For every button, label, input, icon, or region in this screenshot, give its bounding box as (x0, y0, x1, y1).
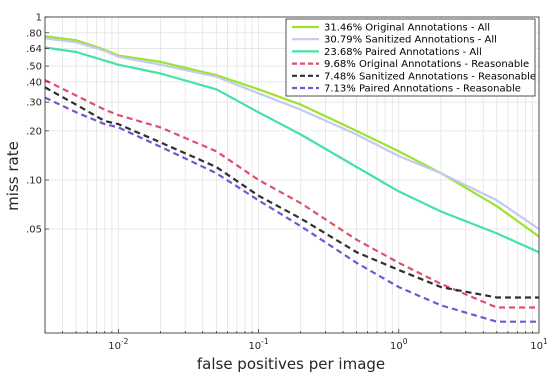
legend-entry: 7.13% Paired Annotations - Reasonable (324, 84, 521, 95)
legend-entry: 30.79% Sanitized Annotations - All (324, 35, 497, 46)
legend-entry: 7.48% Sanitized Annotations - Reasonable (324, 71, 536, 82)
y-tick-label: .64 (26, 44, 42, 55)
axis-ticks: .05 .10 .20 .30 .40 .50 .64 .80 1 10-2 10-1 100 101 (26, 13, 547, 353)
series-line-4 (44, 79, 539, 309)
x-tick-label: 10-2 (108, 337, 128, 352)
y-tick-label: .80 (26, 28, 42, 39)
x-tick-label: 101 (530, 337, 547, 352)
series-line-2 (44, 37, 540, 230)
x-axis-label: false positives per image (197, 355, 385, 373)
y-axis-label: miss rate (4, 141, 22, 211)
y-tick-label: .50 (26, 62, 42, 73)
x-tick-label: 100 (390, 337, 408, 352)
series-line-3 (44, 46, 540, 254)
plot-area-frame (44, 16, 540, 334)
legend-entry: 31.46% Original Annotations - All (324, 23, 490, 34)
legend-entry: 23.68% Paired Annotations - All (324, 47, 482, 58)
x-tick-label: 10-1 (248, 337, 268, 352)
y-tick-label: .05 (26, 224, 42, 235)
series-line-5 (44, 86, 539, 299)
series-line-6 (44, 96, 539, 323)
y-tick-label: .30 (26, 98, 42, 109)
legend: 31.46% Original Annotations - All30.79% … (285, 18, 536, 97)
y-tick-label: .40 (26, 77, 42, 88)
y-tick-label: .20 (26, 126, 42, 137)
legend-entry: 9.68% Original Annotations - Reasonable (324, 59, 529, 70)
series-lines (44, 35, 540, 323)
legend-box (285, 18, 536, 97)
y-tick-label: .10 (26, 175, 42, 186)
y-tick-label: 1 (36, 13, 42, 24)
